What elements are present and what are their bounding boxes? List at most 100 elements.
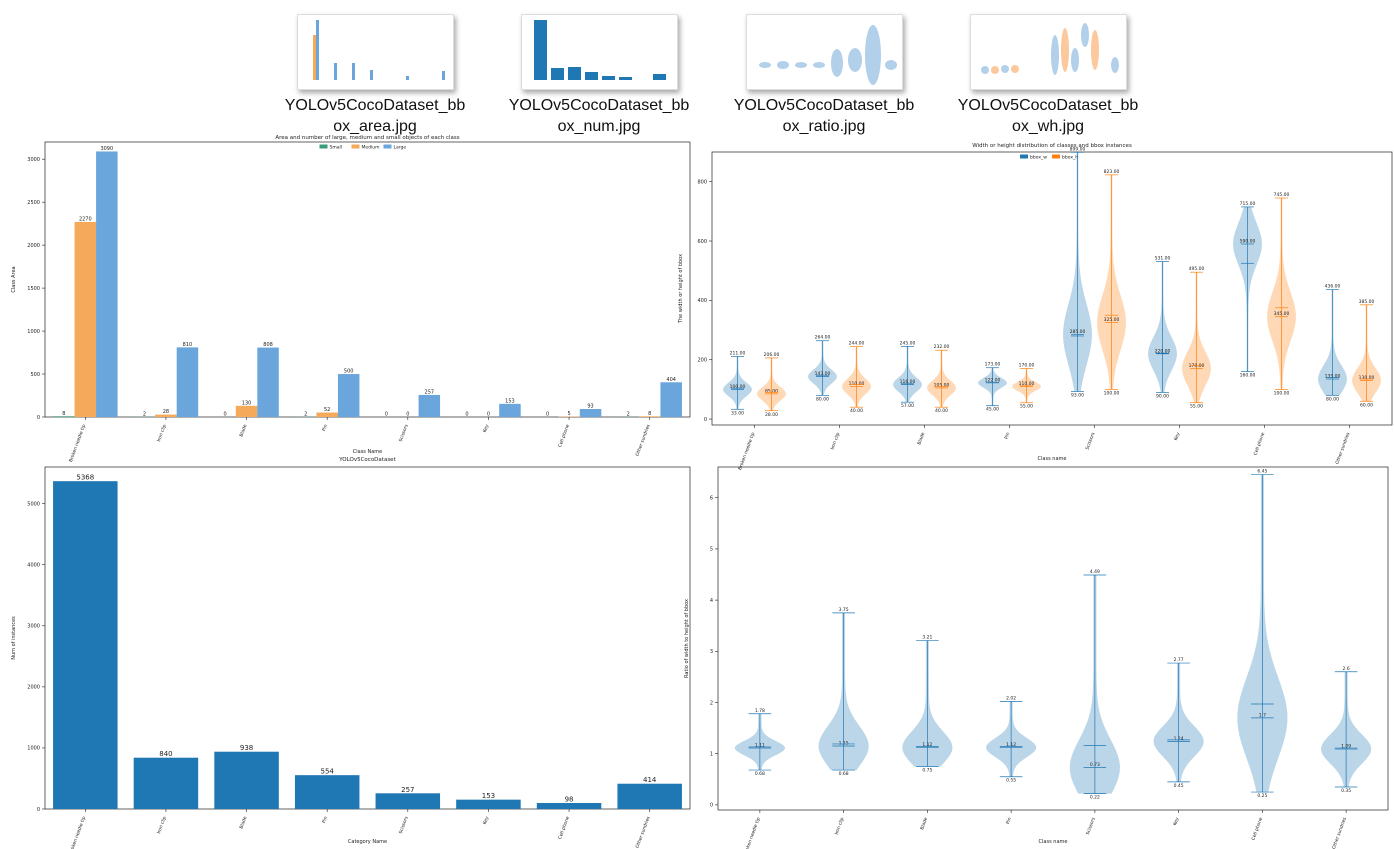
file-name-line: ox_ratio.jpg bbox=[782, 118, 866, 135]
value-label: 840 bbox=[159, 750, 172, 758]
x-axis-label: Class Name bbox=[353, 449, 383, 455]
value-label: 808 bbox=[263, 342, 273, 348]
median-label: 105.00 bbox=[934, 382, 950, 388]
x-tick-label: Pin bbox=[1003, 431, 1011, 440]
y-tick-label: 2500 bbox=[27, 200, 40, 206]
max-label: 170.00 bbox=[1019, 363, 1035, 369]
y-tick-label: 4000 bbox=[27, 563, 40, 569]
value-label: 2270 bbox=[79, 216, 92, 222]
x-tick-label: Iron clip bbox=[156, 424, 168, 443]
plot-frame bbox=[44, 466, 691, 810]
median-label: 345.00 bbox=[1274, 311, 1290, 317]
x-tick-label: Other sundries bbox=[635, 423, 652, 457]
legend-swatch bbox=[1020, 154, 1028, 159]
bar bbox=[133, 757, 199, 809]
x-tick-label: Cell phone bbox=[1253, 431, 1267, 456]
min-label: 0.55 bbox=[1006, 778, 1016, 784]
bar bbox=[176, 347, 199, 417]
bar bbox=[53, 416, 75, 417]
y-tick-label: 0 bbox=[710, 803, 713, 809]
value-label: 52 bbox=[324, 407, 330, 413]
min-label: 0.22 bbox=[1090, 795, 1100, 801]
y-tick-label: 1500 bbox=[27, 286, 40, 292]
y-tick-label: 3 bbox=[710, 649, 713, 655]
thumbnail[interactable] bbox=[521, 14, 678, 90]
x-tick-label: Broken needle tip bbox=[737, 431, 756, 470]
max-label: 244.00 bbox=[849, 341, 865, 347]
x-tick-label: Scissors bbox=[1085, 816, 1097, 836]
bar bbox=[96, 151, 118, 417]
value-label: 28 bbox=[163, 409, 169, 415]
bar bbox=[294, 775, 360, 809]
legend-swatch bbox=[319, 144, 328, 149]
max-label: 3.21 bbox=[922, 635, 932, 641]
thumbnail[interactable] bbox=[297, 14, 454, 90]
x-tick-label: Scissors bbox=[398, 815, 410, 835]
min-label: 0.68 bbox=[839, 771, 849, 777]
max-label: 3.75 bbox=[839, 607, 849, 613]
x-tick-label: Key bbox=[1173, 431, 1182, 441]
legend-label: Small bbox=[330, 145, 343, 151]
min-label: 160.00 bbox=[1240, 373, 1256, 379]
value-label: 404 bbox=[666, 377, 676, 383]
min-label: 33.00 bbox=[731, 410, 744, 416]
y-tick-label: 5 bbox=[710, 547, 713, 553]
y-tick-label: 3000 bbox=[27, 157, 40, 163]
file-name-line: ox_num.jpg bbox=[557, 118, 641, 135]
x-axis-label: Class name bbox=[1039, 839, 1068, 845]
y-tick-label: 1000 bbox=[27, 329, 40, 335]
file-name[interactable]: YOLOv5CocoDataset_bb ox_area.jpg bbox=[263, 95, 487, 137]
y-axis-label: Num of instances bbox=[11, 616, 17, 660]
y-tick-label: 5000 bbox=[27, 501, 40, 507]
max-label: 436.00 bbox=[1325, 284, 1341, 290]
x-tick-label: Cell phone bbox=[1250, 816, 1264, 841]
x-tick-label: Cell phone bbox=[557, 423, 571, 448]
x-tick-label: Scissors bbox=[1085, 431, 1097, 451]
y-tick-label: 0 bbox=[37, 415, 40, 421]
max-label: 385.00 bbox=[1359, 299, 1375, 305]
bar bbox=[499, 403, 521, 417]
file-name[interactable]: YOLOv5CocoDataset_bb ox_ratio.jpg bbox=[712, 95, 936, 137]
bar bbox=[638, 416, 661, 417]
y-tick-label: 500 bbox=[30, 372, 40, 378]
min-label: 40.00 bbox=[935, 408, 948, 414]
bar bbox=[375, 793, 441, 809]
bar bbox=[53, 481, 118, 809]
max-label: 206.00 bbox=[764, 352, 780, 358]
median-label: 1.12 bbox=[1006, 742, 1016, 748]
chart-title: Width or height distribution of classes … bbox=[972, 143, 1132, 149]
file-name[interactable]: YOLOv5CocoDataset_bb ox_num.jpg bbox=[487, 95, 711, 137]
thumbnail[interactable] bbox=[746, 14, 903, 90]
median-label: 325.00 bbox=[1104, 317, 1120, 323]
max-label: 264.00 bbox=[815, 335, 831, 341]
file-name[interactable]: YOLOv5CocoDataset_bb ox_wh.jpg bbox=[936, 95, 1160, 137]
legend-swatch bbox=[1052, 154, 1060, 159]
x-tick-label: Blade bbox=[919, 816, 929, 830]
min-label: 55.00 bbox=[1020, 404, 1033, 410]
x-tick-label: Iron clip bbox=[156, 816, 168, 835]
max-label: 211.00 bbox=[730, 350, 746, 356]
value-label: 938 bbox=[240, 744, 253, 752]
plot-frame bbox=[44, 141, 691, 418]
median-label: 130.00 bbox=[1359, 375, 1375, 381]
median-label: 1.12 bbox=[922, 742, 932, 748]
max-label: 2.6 bbox=[1343, 666, 1350, 672]
file-name-line: YOLOv5CocoDataset_bb bbox=[733, 97, 915, 114]
thumbnail[interactable] bbox=[970, 14, 1127, 90]
x-tick-label: Key bbox=[482, 815, 491, 825]
value-label: 5 bbox=[567, 411, 570, 417]
bar bbox=[214, 751, 279, 809]
median-label: 122.00 bbox=[985, 377, 1001, 383]
x-tick-label: Pin bbox=[321, 815, 329, 824]
max-label: 823.00 bbox=[1104, 169, 1120, 175]
x-tick-label: Key bbox=[1172, 816, 1181, 826]
bar bbox=[617, 783, 682, 809]
value-label: 0 bbox=[385, 412, 388, 418]
min-label: 80.00 bbox=[1326, 396, 1339, 402]
min-label: 0.35 bbox=[1341, 788, 1351, 794]
y-axis-label: Class Area bbox=[11, 266, 17, 292]
value-label: 0 bbox=[487, 412, 490, 418]
max-label: 899.00 bbox=[1070, 146, 1086, 152]
max-label: 4.49 bbox=[1090, 569, 1100, 575]
